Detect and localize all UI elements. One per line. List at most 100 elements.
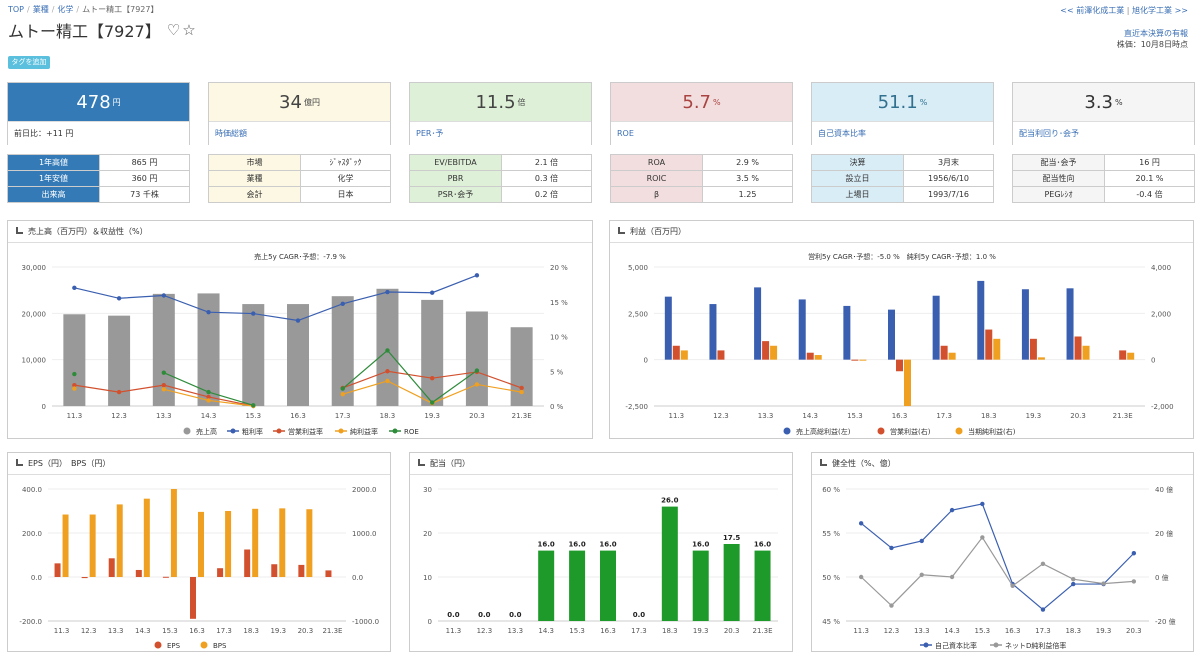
data-point[interactable] (980, 501, 985, 507)
data-point[interactable] (919, 538, 924, 544)
bar[interactable] (1037, 357, 1045, 360)
bar[interactable] (1082, 345, 1090, 360)
data-point[interactable] (116, 389, 122, 395)
legend-label[interactable]: BPS (213, 642, 227, 650)
bar[interactable] (896, 359, 903, 372)
data-point[interactable] (474, 273, 480, 278)
data-point[interactable] (340, 301, 345, 307)
bar[interactable] (1021, 289, 1029, 360)
bar[interactable] (985, 329, 993, 360)
data-point[interactable] (206, 398, 211, 403)
bar[interactable] (135, 569, 142, 577)
bar[interactable] (170, 489, 177, 577)
bar[interactable] (108, 558, 115, 577)
data-point[interactable] (429, 290, 435, 295)
data-point[interactable] (1071, 581, 1076, 587)
data-point[interactable] (949, 507, 955, 513)
bar[interactable] (54, 563, 61, 577)
bar[interactable] (538, 550, 555, 621)
bar[interactable] (298, 564, 305, 577)
data-point[interactable] (385, 289, 390, 295)
data-point[interactable] (1040, 561, 1046, 566)
bar[interactable] (859, 359, 867, 361)
bar[interactable] (798, 299, 806, 360)
data-point[interactable] (206, 394, 211, 400)
legend-label[interactable]: 純利益率 (350, 427, 378, 436)
bar[interactable] (754, 550, 771, 621)
legend-swatch[interactable] (877, 427, 885, 435)
bar[interactable] (1066, 288, 1074, 360)
legend-swatch[interactable] (200, 641, 208, 649)
bar[interactable] (932, 295, 940, 360)
bar[interactable] (851, 359, 859, 361)
data-point[interactable] (340, 386, 345, 391)
bar[interactable] (692, 550, 709, 621)
legend-label[interactable]: 営業利益(右) (890, 427, 931, 436)
breadcrumb-sector[interactable]: 化学 (57, 5, 74, 14)
legend-swatch[interactable] (276, 428, 282, 434)
next-company-link[interactable]: 旭化学工業 >> (1132, 6, 1188, 15)
bar[interactable] (806, 352, 814, 360)
bar[interactable] (162, 576, 169, 578)
bar[interactable] (143, 498, 150, 577)
data-point[interactable] (161, 293, 167, 298)
legend-label[interactable]: 当期純利益(右) (968, 427, 1016, 436)
data-point[interactable] (251, 403, 256, 408)
bar[interactable] (600, 550, 616, 621)
data-point[interactable] (206, 389, 211, 395)
data-point[interactable] (889, 545, 894, 551)
data-point[interactable] (72, 285, 77, 291)
data-point[interactable] (1131, 579, 1137, 584)
bar[interactable] (287, 304, 309, 406)
data-point[interactable] (161, 370, 167, 375)
legend-swatch[interactable] (183, 427, 191, 435)
bar[interactable] (762, 341, 770, 360)
data-point[interactable] (858, 521, 864, 526)
legend-label[interactable]: EPS (167, 642, 181, 650)
bar[interactable] (904, 359, 911, 406)
legend-label[interactable]: ROE (404, 428, 419, 436)
bar[interactable] (217, 568, 224, 577)
data-point[interactable] (980, 535, 985, 540)
bar[interactable] (993, 338, 1001, 360)
bar[interactable] (1074, 336, 1082, 360)
bar[interactable] (152, 293, 175, 406)
data-point[interactable] (72, 382, 77, 388)
legend-label[interactable]: 売上高総利益(左) (796, 427, 851, 436)
data-point[interactable] (161, 387, 167, 392)
data-point[interactable] (429, 400, 435, 405)
bar[interactable] (709, 304, 717, 360)
bar[interactable] (376, 288, 399, 406)
data-point[interactable] (1131, 551, 1137, 556)
legend-swatch[interactable] (783, 427, 791, 435)
legend-swatch[interactable] (392, 428, 398, 434)
data-point[interactable] (295, 318, 301, 323)
heart-icon[interactable]: ♡ (166, 21, 181, 39)
bar[interactable] (244, 549, 251, 578)
bar[interactable] (948, 352, 956, 360)
bar[interactable] (661, 506, 678, 621)
bar[interactable] (108, 315, 131, 406)
legend-label[interactable]: 売上高 (196, 427, 217, 436)
legend-label[interactable]: 営業利益率 (288, 427, 323, 436)
legend-label[interactable]: 自己資本比率 (935, 641, 977, 650)
bar[interactable] (116, 504, 123, 577)
data-point[interactable] (72, 386, 77, 391)
legend-swatch[interactable] (923, 642, 929, 648)
bar[interactable] (81, 577, 88, 579)
bar[interactable] (190, 577, 196, 619)
data-point[interactable] (1071, 577, 1076, 582)
legend-swatch[interactable] (338, 428, 344, 434)
bar[interactable] (306, 509, 313, 577)
bar[interactable] (754, 287, 762, 360)
legend-label[interactable]: ネットD純利益倍率 (1005, 641, 1066, 650)
data-point[interactable] (474, 382, 480, 387)
bar[interactable] (1127, 352, 1135, 360)
data-point[interactable] (474, 368, 480, 373)
data-point[interactable] (385, 378, 390, 384)
bar[interactable] (63, 314, 86, 406)
legend-swatch[interactable] (993, 642, 999, 648)
data-point[interactable] (949, 574, 955, 580)
bar[interactable] (271, 564, 278, 577)
data-point[interactable] (858, 574, 864, 580)
